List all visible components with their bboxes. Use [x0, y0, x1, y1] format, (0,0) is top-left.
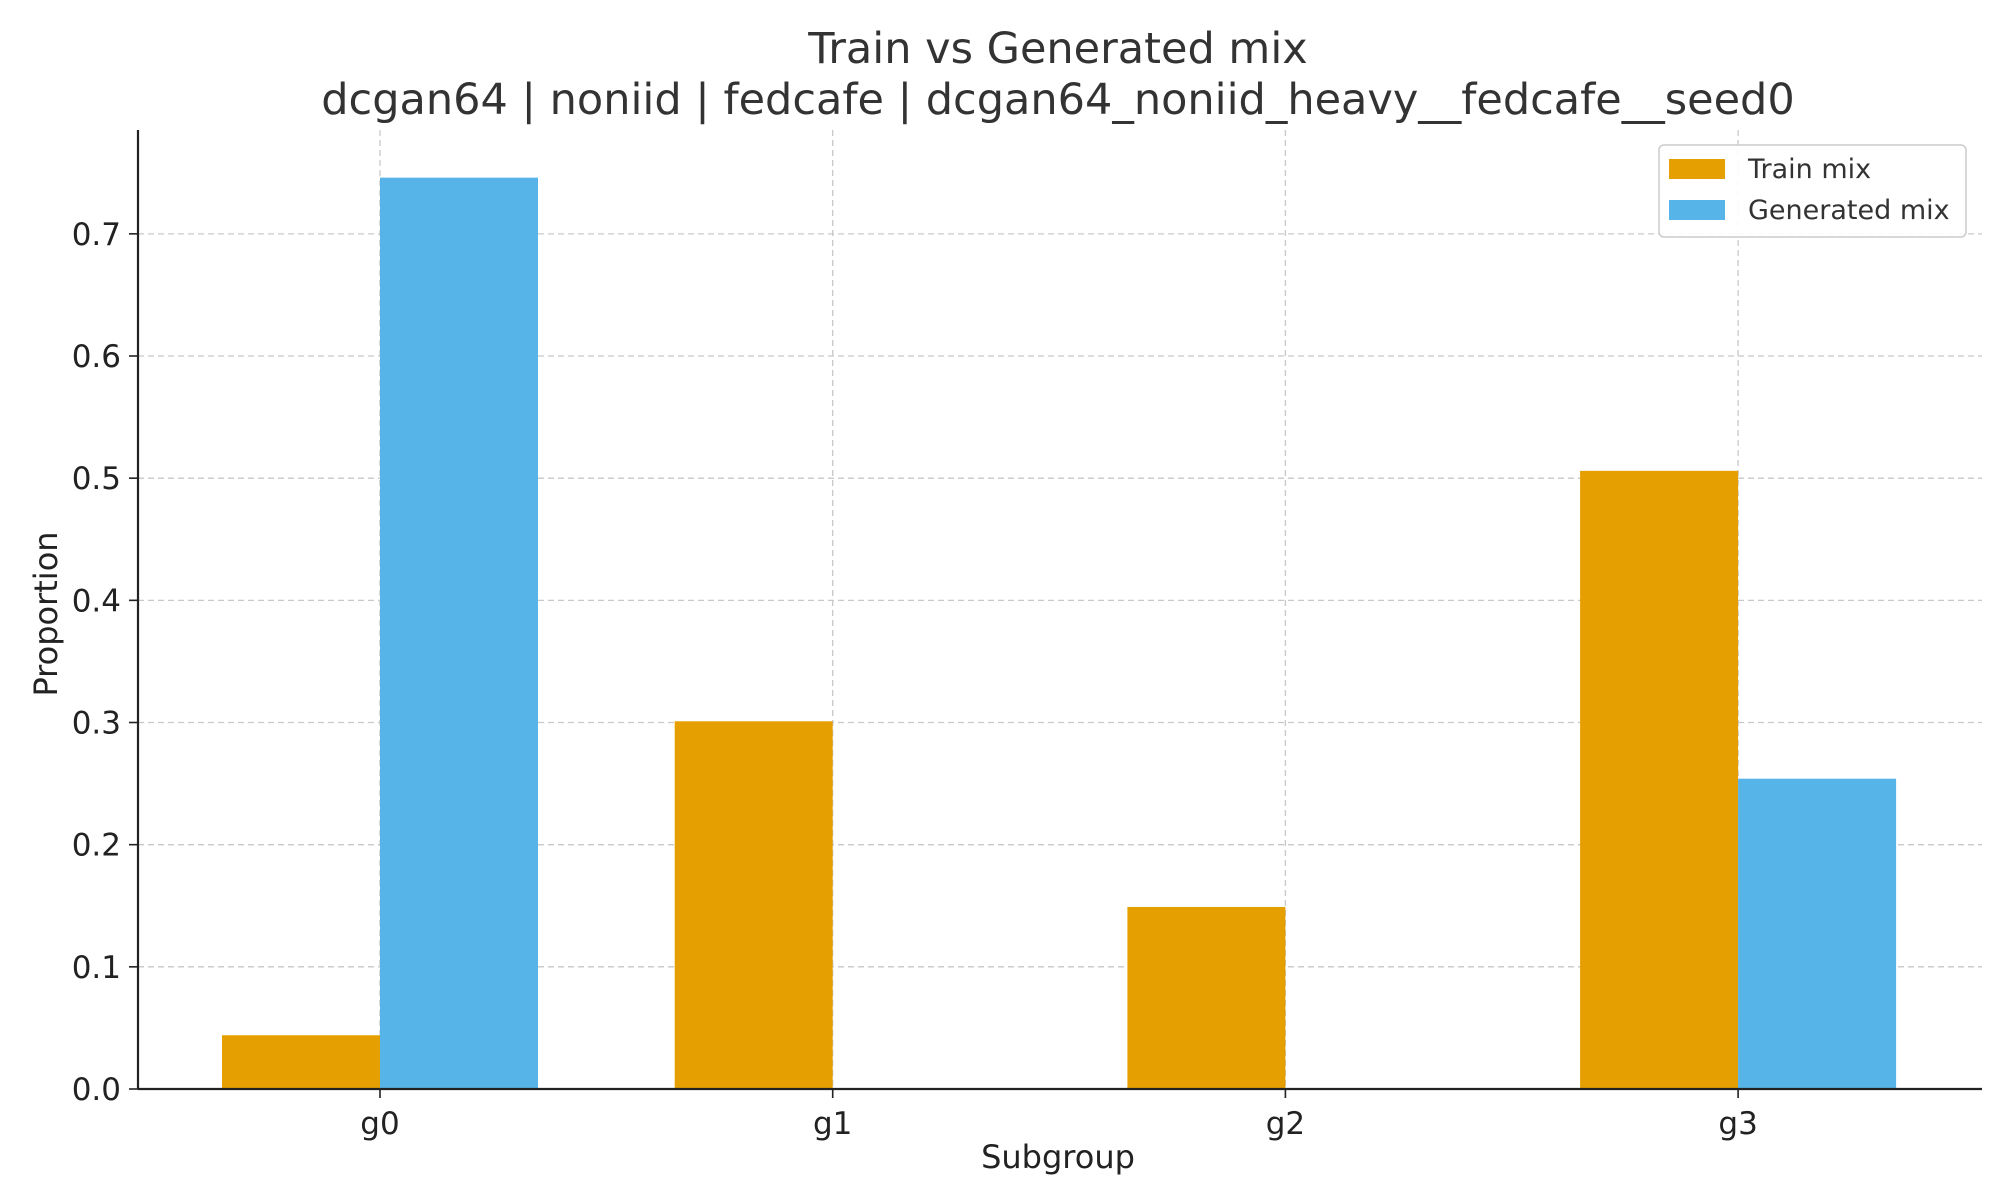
x-tick-label-g1: g1 [813, 1106, 852, 1142]
bar-generated-mix-g3 [1738, 778, 1897, 1089]
bar-train-mix-g2 [1127, 906, 1286, 1089]
legend: Train mix Generated mix [1658, 144, 1967, 238]
bar-train-mix-g0 [222, 1035, 380, 1089]
legend-label-train-mix: Train mix [1747, 154, 1871, 185]
x-axis-label: Subgroup [981, 1138, 1135, 1176]
x-tick-label-g0: g0 [360, 1106, 399, 1142]
legend-frame [1658, 144, 1967, 238]
x-tick-label-g3: g3 [1718, 1106, 1757, 1142]
legend-swatch-generated-mix [1669, 200, 1725, 220]
tick-labels: 0.0 0.1 0.2 0.3 0.4 0.5 0.6 0.7 g0 g1 g2 g3 [72, 217, 1758, 1142]
y-tick-label: 0.3 [72, 706, 121, 742]
y-tick-label: 0.7 [72, 217, 121, 253]
grid [138, 130, 1982, 1089]
y-tick-label: 0.4 [72, 583, 121, 619]
chart-subtitle: dcgan64 | noniid | fedcafe | dcgan64_non… [321, 75, 1794, 125]
axes [129, 130, 1982, 1098]
y-tick-label: 0.2 [72, 828, 121, 864]
bars [222, 177, 1897, 1089]
y-tick-label: 0.5 [72, 461, 121, 497]
bar-train-mix-g1 [674, 721, 833, 1089]
legend-swatch-train-mix [1669, 159, 1725, 179]
chart-title: Train vs Generated mix [807, 24, 1307, 74]
y-tick-label: 0.6 [72, 339, 121, 375]
y-axis-label: Proportion [27, 531, 65, 696]
y-tick-label: 0.0 [72, 1072, 121, 1108]
bar-train-mix-g3 [1580, 470, 1739, 1089]
bar-generated-mix-g0 [380, 177, 538, 1089]
y-tick-label: 0.1 [72, 950, 121, 986]
x-tick-label-g2: g2 [1266, 1106, 1305, 1142]
legend-label-generated-mix: Generated mix [1748, 195, 1950, 226]
